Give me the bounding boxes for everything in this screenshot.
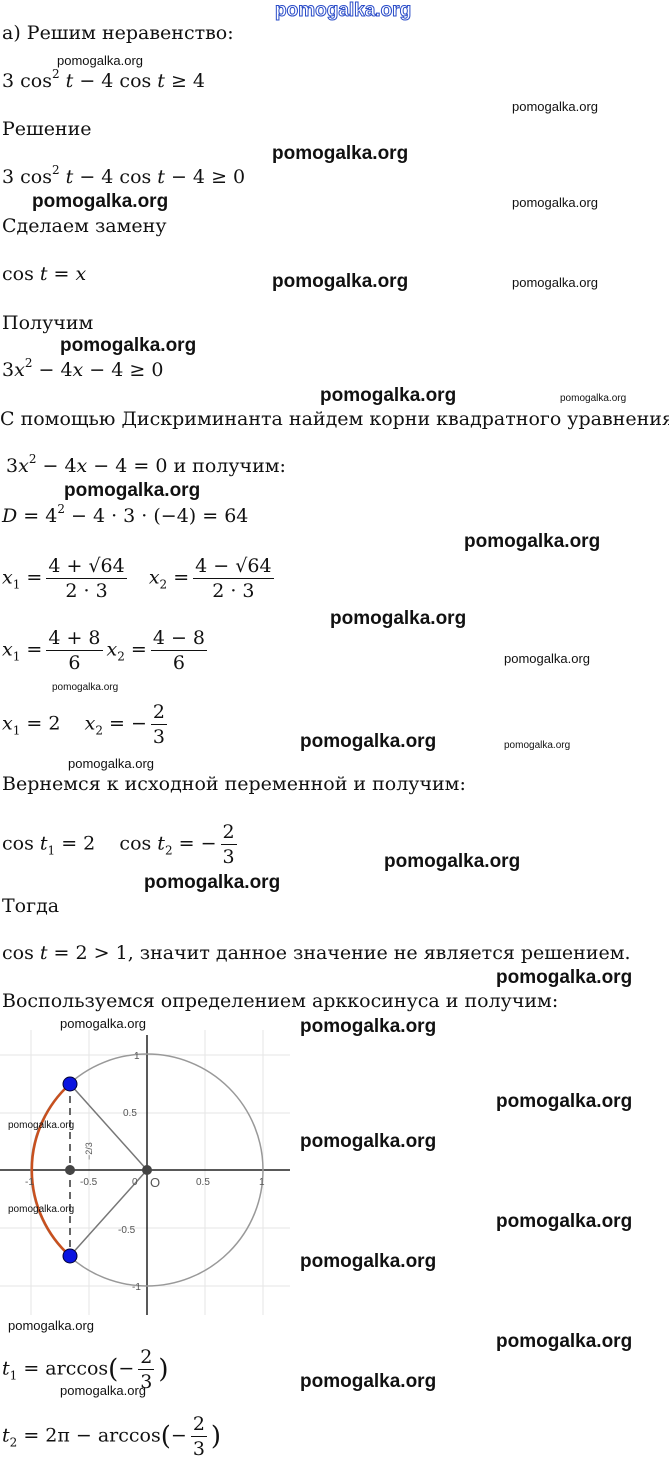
watermark: pomogalka.org	[8, 1318, 94, 1333]
discriminant: D = 42 − 4 · 3 · (−4) = 64	[2, 502, 249, 527]
tick-y-neg1: -1	[132, 1282, 141, 1293]
then-text: Тогда	[2, 895, 60, 917]
watermark: pomogalka.org	[68, 756, 154, 771]
watermark: pomogalka.org	[300, 731, 437, 752]
radius-upper	[69, 1083, 148, 1171]
cos-values: cos t1 = 2 cos t2 = −2 3	[2, 821, 237, 868]
watermark-header: pomogalka.org	[274, 0, 412, 22]
rejection-text: cos t = 2 > 1, значит данное значение не…	[2, 942, 631, 964]
tick-y-1: 1	[134, 1051, 140, 1062]
quadratic-equation: 3x2 − 4x − 4 = 0 и получим:	[6, 452, 286, 477]
watermark: pomogalka.org	[272, 143, 409, 164]
t2-solution: t2 = 2π − arccos(− 2 3)	[2, 1413, 222, 1459]
watermark: pomogalka.org	[8, 1204, 75, 1215]
watermark: pomogalka.org	[60, 335, 197, 356]
radius-lower	[69, 1169, 148, 1257]
watermark: pomogalka.org	[512, 99, 598, 114]
tick-x-neg05: -0.5	[80, 1177, 98, 1188]
unit-circle-diagram: -1 -0.5 0 0.5 1 1 0.5 -0.5 -1 O −2/3	[0, 1030, 290, 1315]
watermark: pomogalka.org	[300, 1131, 437, 1152]
watermark: pomogalka.org	[144, 872, 281, 893]
watermark: pomogalka.org	[64, 480, 201, 501]
tick-y-neg05: -0.5	[118, 1225, 136, 1236]
watermark: pomogalka.org	[512, 195, 598, 210]
arccos-text: Воспользуемся определением арккосинуса и…	[2, 990, 559, 1012]
roots-values: x1 = 2 x2 = −2 3	[2, 701, 167, 748]
watermark: pomogalka.org	[320, 385, 457, 406]
substitution-text: Сделаем замену	[2, 215, 167, 237]
tick-x-1: 1	[259, 1177, 265, 1188]
watermark: pomogalka.org	[496, 967, 633, 988]
substitution: cos t = x	[2, 263, 87, 285]
roots-formula: x1 = 4 + √64 2 · 3 x2 = 4 − √64 2 · 3	[2, 555, 274, 602]
return-text: Вернемся к исходной переменной и получим…	[2, 773, 466, 795]
origin-label: O	[150, 1175, 160, 1190]
solution-arc	[30, 1083, 71, 1257]
discriminant-text: С помощью Дискриминанта найдем корни ква…	[0, 408, 669, 430]
inequality: 3 cos2 t − 4 cos t ≥ 4	[2, 67, 206, 92]
watermark: pomogalka.org	[300, 1016, 437, 1037]
quadratic-inequality: 3x2 − 4x − 4 ≥ 0	[2, 356, 164, 381]
inequality-rearranged: 3 cos2 t − 4 cos t − 4 ≥ 0	[2, 163, 246, 188]
watermark: pomogalka.org	[464, 531, 601, 552]
point-minus-two-thirds	[65, 1165, 75, 1175]
t1-solution: t1 = arccos(− 2 3)	[2, 1346, 169, 1393]
watermark: pomogalka.org	[300, 1371, 437, 1392]
solution-heading: Решение	[2, 118, 92, 140]
watermark: pomogalka.org	[560, 393, 627, 404]
watermark: pomogalka.org	[8, 1120, 75, 1131]
point-upper	[62, 1076, 78, 1092]
watermark: pomogalka.org	[60, 1383, 146, 1398]
watermark: pomogalka.org	[300, 1251, 437, 1272]
part-a-heading: а) Решим неравенство:	[2, 22, 234, 44]
tick-x-05: 0.5	[196, 1177, 210, 1188]
watermark: pomogalka.org	[272, 271, 409, 292]
watermark: pomogalka.org	[60, 1016, 146, 1031]
watermark: pomogalka.org	[504, 651, 590, 666]
watermark: pomogalka.org	[496, 1331, 633, 1352]
tick-x-0: 0	[132, 1177, 138, 1188]
watermark: pomogalka.org	[52, 682, 119, 693]
watermark: pomogalka.org	[512, 275, 598, 290]
watermark: pomogalka.org	[384, 851, 521, 872]
watermark: pomogalka.org	[504, 740, 571, 751]
point-lower	[62, 1248, 78, 1264]
tick-x-neg1: -1	[25, 1177, 34, 1188]
tick-y-05: 0.5	[123, 1108, 137, 1119]
origin-point	[142, 1165, 152, 1175]
watermark: pomogalka.org	[496, 1211, 633, 1232]
obtain-text: Получим	[2, 312, 94, 334]
watermark: pomogalka.org	[330, 608, 467, 629]
watermark: pomogalka.org	[32, 191, 169, 212]
point-label: −2/3	[84, 1142, 94, 1160]
watermark: pomogalka.org	[496, 1091, 633, 1112]
watermark: pomogalka.org	[57, 53, 143, 68]
